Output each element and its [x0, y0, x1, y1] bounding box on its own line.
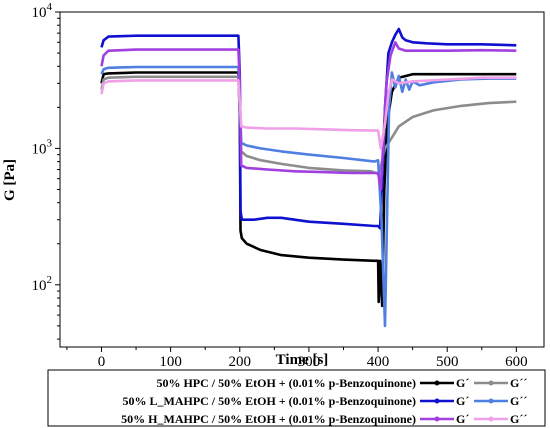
x-tick-label: 300 — [298, 354, 321, 370]
x-axis-title: Time [s] — [276, 352, 329, 368]
legend-g1: G´ — [456, 412, 469, 426]
y-tick-base: 10 — [32, 5, 47, 21]
legend-marker — [434, 416, 440, 422]
x-tick-label: 200 — [229, 354, 252, 370]
x-tick-label: 400 — [367, 354, 390, 370]
y-tick-exponent: 2 — [47, 274, 53, 286]
series-line-4 — [100, 41, 517, 191]
legend-label: 50% L_MAHPC / 50% EtOH + (0.01% p-Benzoq… — [122, 394, 416, 408]
legend-marker — [488, 380, 494, 386]
legend-marker — [488, 416, 494, 422]
y-tick-label: 103 — [32, 137, 53, 157]
y-tick-base: 10 — [32, 278, 47, 294]
y-tick-label: 102 — [32, 274, 53, 294]
legend-label: 50% HPC / 50% EtOH + (0.01% p-Benzoquino… — [156, 376, 416, 390]
x-tick-label: 600 — [505, 354, 528, 370]
legend-marker — [488, 398, 494, 404]
y-tick-exponent: 3 — [47, 137, 53, 149]
legend-g2: G´´ — [510, 412, 527, 426]
legend-g2: G´´ — [510, 376, 527, 390]
legend-g1: G´ — [456, 376, 469, 390]
y-tick-label: 104 — [32, 1, 53, 21]
legend-box — [47, 369, 546, 427]
x-tick-label: 0 — [98, 354, 106, 370]
y-axis-title: G [Pa] — [2, 159, 18, 201]
legend-g1: G´ — [456, 394, 469, 408]
series-group — [100, 27, 517, 328]
series-line-5 — [100, 76, 517, 150]
legend-marker — [434, 398, 440, 404]
series-line-1 — [100, 75, 517, 176]
legend-label: 50% H_MAHPC / 50% EtOH + (0.01% p-Benzoq… — [121, 412, 416, 426]
x-axis: 0 100 200 300 400 500 600 — [66, 347, 528, 370]
legend-marker — [434, 380, 440, 386]
y-tick-base: 10 — [32, 141, 47, 157]
legend: 50% HPC / 50% EtOH + (0.01% p-Benzoquino… — [47, 369, 546, 427]
series-line-2 — [100, 27, 517, 230]
y-tick-exponent: 4 — [47, 1, 53, 13]
x-tick-label: 100 — [159, 354, 182, 370]
x-tick-label: 500 — [436, 354, 459, 370]
plot-frame — [59, 11, 545, 348]
legend-g2: G´´ — [510, 394, 527, 408]
